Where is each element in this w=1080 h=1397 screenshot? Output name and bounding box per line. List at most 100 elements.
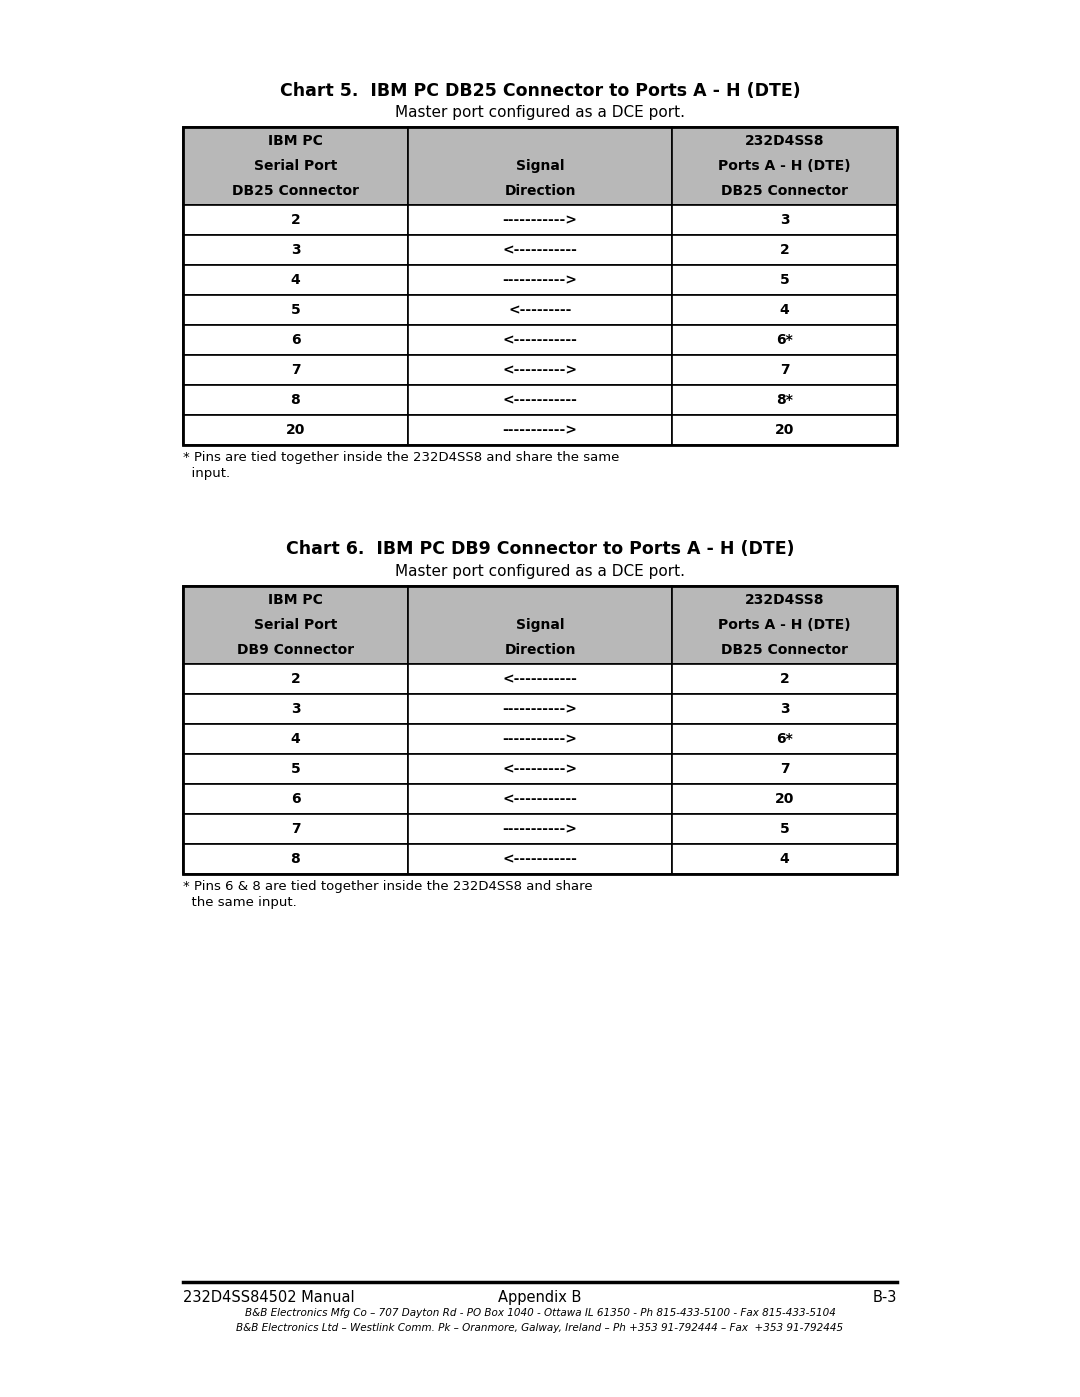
Bar — [408, 235, 672, 265]
Text: DB25 Connector: DB25 Connector — [721, 184, 848, 198]
Text: DB25 Connector: DB25 Connector — [721, 643, 848, 657]
Text: 3: 3 — [780, 703, 789, 717]
Text: ----------->: -----------> — [502, 212, 578, 226]
Text: Signal: Signal — [516, 617, 564, 631]
Text: 232D4SS8: 232D4SS8 — [745, 594, 824, 608]
Text: 6*: 6* — [777, 732, 793, 746]
Bar — [183, 694, 408, 724]
Bar — [672, 814, 897, 844]
Text: Direction: Direction — [504, 643, 576, 657]
Text: ----------->: -----------> — [502, 732, 578, 746]
Bar — [672, 784, 897, 814]
Text: 3: 3 — [291, 703, 300, 717]
Text: B&B Electronics Ltd – Westlink Comm. Pk – Oranmore, Galway, Ireland – Ph +353 91: B&B Electronics Ltd – Westlink Comm. Pk … — [237, 1323, 843, 1333]
Bar — [672, 235, 897, 265]
Bar — [672, 694, 897, 724]
Text: ----------->: -----------> — [502, 272, 578, 286]
Text: 2: 2 — [780, 243, 789, 257]
Text: 3: 3 — [780, 212, 789, 226]
Bar — [408, 724, 672, 754]
Text: 4: 4 — [291, 272, 300, 286]
Bar — [408, 784, 672, 814]
Text: <-----------: <----------- — [502, 332, 578, 346]
Text: ----------->: -----------> — [502, 703, 578, 717]
Bar — [183, 844, 408, 875]
Bar — [408, 205, 672, 235]
Bar — [672, 326, 897, 355]
Bar — [408, 694, 672, 724]
Bar — [672, 754, 897, 784]
Bar — [672, 355, 897, 386]
Bar — [183, 127, 408, 205]
Text: <-----------: <----------- — [502, 672, 578, 686]
Bar — [183, 205, 408, 235]
Text: * Pins 6 & 8 are tied together inside the 232D4SS8 and share: * Pins 6 & 8 are tied together inside th… — [183, 880, 593, 893]
Bar — [672, 415, 897, 446]
Bar — [183, 784, 408, 814]
Text: 6: 6 — [291, 332, 300, 346]
Bar — [672, 724, 897, 754]
Bar — [672, 295, 897, 326]
Text: input.: input. — [183, 467, 230, 481]
Text: DB9 Connector: DB9 Connector — [237, 643, 354, 657]
Text: IBM PC: IBM PC — [268, 134, 323, 148]
Text: Ports A - H (DTE): Ports A - H (DTE) — [718, 159, 851, 173]
Text: ----------->: -----------> — [502, 423, 578, 437]
Text: ----------->: -----------> — [502, 821, 578, 835]
Bar — [672, 585, 897, 664]
Text: the same input.: the same input. — [183, 895, 297, 909]
Bar — [183, 585, 408, 664]
Text: Ports A - H (DTE): Ports A - H (DTE) — [718, 617, 851, 631]
Bar — [183, 754, 408, 784]
Bar — [183, 585, 897, 875]
Bar — [672, 127, 897, 205]
Text: Chart 5.  IBM PC DB25 Connector to Ports A - H (DTE): Chart 5. IBM PC DB25 Connector to Ports … — [280, 82, 800, 101]
Text: IBM PC: IBM PC — [268, 594, 323, 608]
Bar — [408, 355, 672, 386]
Text: 2: 2 — [291, 672, 300, 686]
Bar — [183, 127, 897, 446]
Bar — [408, 295, 672, 326]
Bar — [408, 326, 672, 355]
Text: 2: 2 — [780, 672, 789, 686]
Text: 2: 2 — [291, 212, 300, 226]
Text: <-----------: <----------- — [502, 852, 578, 866]
Text: <--------->: <---------> — [502, 761, 578, 775]
Text: * Pins are tied together inside the 232D4SS8 and share the same: * Pins are tied together inside the 232D… — [183, 451, 619, 464]
Bar — [183, 386, 408, 415]
Bar — [672, 664, 897, 694]
Text: 5: 5 — [780, 821, 789, 835]
Text: <--------->: <---------> — [502, 363, 578, 377]
Bar — [672, 844, 897, 875]
Text: 232D4SS8: 232D4SS8 — [745, 134, 824, 148]
Bar — [408, 844, 672, 875]
Text: B-3: B-3 — [873, 1289, 897, 1305]
Text: Appendix B: Appendix B — [498, 1289, 582, 1305]
Bar — [183, 814, 408, 844]
Bar — [408, 127, 672, 205]
Bar — [408, 754, 672, 784]
Bar — [183, 295, 408, 326]
Text: Serial Port: Serial Port — [254, 159, 337, 173]
Text: Master port configured as a DCE port.: Master port configured as a DCE port. — [395, 564, 685, 578]
Text: 5: 5 — [780, 272, 789, 286]
Bar — [408, 664, 672, 694]
Text: 8*: 8* — [777, 393, 793, 407]
Bar — [183, 724, 408, 754]
Text: 20: 20 — [774, 423, 794, 437]
Text: B&B Electronics Mfg Co – 707 Dayton Rd - PO Box 1040 - Ottawa IL 61350 - Ph 815-: B&B Electronics Mfg Co – 707 Dayton Rd -… — [244, 1308, 836, 1317]
Text: 4: 4 — [291, 732, 300, 746]
Text: <-----------: <----------- — [502, 393, 578, 407]
Text: <---------: <--------- — [509, 303, 571, 317]
Text: Direction: Direction — [504, 184, 576, 198]
Text: 4: 4 — [780, 852, 789, 866]
Bar — [408, 415, 672, 446]
Text: 7: 7 — [291, 821, 300, 835]
Bar — [183, 326, 408, 355]
Bar — [183, 265, 408, 295]
Text: Chart 6.  IBM PC DB9 Connector to Ports A - H (DTE): Chart 6. IBM PC DB9 Connector to Ports A… — [286, 541, 794, 557]
Bar — [672, 205, 897, 235]
Text: <-----------: <----------- — [502, 243, 578, 257]
Text: 4: 4 — [780, 303, 789, 317]
Bar — [183, 235, 408, 265]
